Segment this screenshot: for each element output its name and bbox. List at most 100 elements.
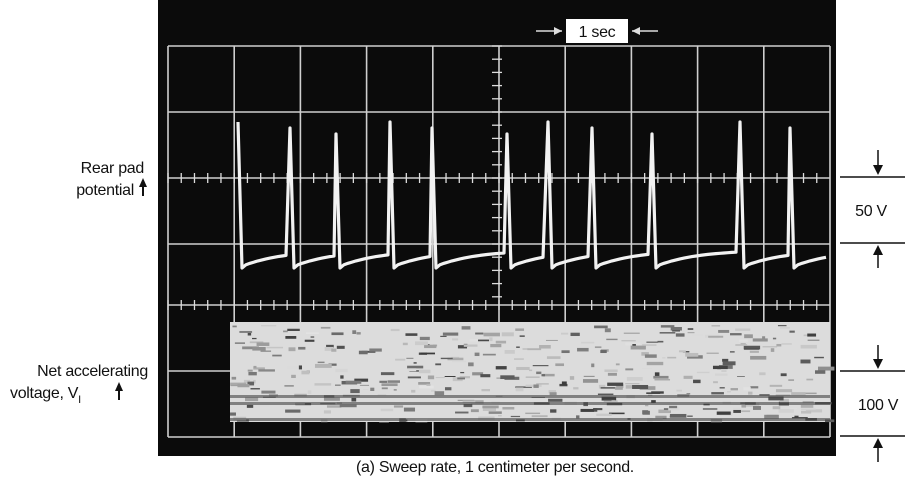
band-noise	[533, 384, 539, 388]
band-noise	[732, 407, 741, 411]
band-noise	[604, 328, 611, 333]
band-noise	[257, 403, 270, 407]
band-noise	[379, 380, 388, 383]
band-noise	[304, 339, 315, 342]
band-noise	[377, 394, 387, 396]
band-noise	[285, 409, 301, 413]
band-noise	[654, 378, 671, 381]
scale-bracket	[840, 150, 905, 462]
band-noise	[472, 339, 489, 342]
band-noise	[515, 386, 532, 389]
band-noise	[395, 358, 406, 361]
band-noise	[285, 336, 297, 339]
band-noise	[814, 370, 826, 374]
band-noise	[818, 366, 835, 371]
band-noise	[741, 405, 747, 408]
band-noise	[770, 348, 775, 352]
band-noise	[600, 387, 617, 389]
band-noise	[237, 384, 250, 388]
band-noise	[457, 399, 475, 402]
band-noise	[653, 375, 669, 379]
band-noise	[750, 386, 759, 389]
band-noise	[239, 330, 253, 333]
band-noise	[246, 404, 254, 408]
band-noise	[806, 378, 814, 381]
band-noise	[646, 341, 659, 343]
band-noise	[440, 335, 447, 337]
band-noise	[716, 411, 731, 415]
band-noise	[314, 383, 332, 386]
band-noise	[515, 328, 525, 331]
band-noise	[472, 372, 484, 376]
band-noise	[407, 376, 421, 379]
band-noise	[657, 340, 664, 343]
band-noise	[625, 383, 640, 385]
band-noise	[457, 345, 468, 349]
band-noise	[250, 377, 254, 382]
band-noise	[462, 400, 476, 404]
band-noise	[591, 363, 595, 368]
band-noise	[669, 413, 687, 418]
band-noise	[548, 390, 557, 394]
band-noise	[496, 377, 501, 379]
band-noise	[711, 325, 721, 327]
band-noise	[393, 389, 397, 391]
band-noise	[611, 400, 618, 403]
band-noise	[744, 334, 753, 339]
band-noise	[245, 397, 259, 402]
band-noise	[800, 359, 811, 364]
band-noise	[800, 344, 817, 349]
band-noise	[256, 342, 270, 346]
band-noise	[420, 352, 436, 355]
band-noise	[495, 366, 507, 370]
band-noise	[481, 389, 491, 392]
band-noise	[230, 412, 236, 416]
band-noise	[258, 369, 275, 372]
band-noise	[597, 393, 614, 396]
band-noise	[573, 387, 579, 390]
band-noise	[407, 365, 424, 369]
caption: (a) Sweep rate, 1 centimeter per second.	[356, 459, 634, 476]
band-noise	[580, 408, 595, 412]
band-noise	[234, 342, 246, 344]
band-noise	[314, 363, 332, 368]
band-noise	[474, 352, 480, 357]
band-noise	[340, 375, 344, 379]
band-noise	[447, 357, 464, 361]
band-noise	[434, 391, 445, 396]
band-noise	[407, 368, 417, 372]
band-noise	[561, 381, 567, 386]
band-noise	[685, 352, 699, 357]
band-noise	[529, 369, 533, 372]
band-noise	[807, 339, 820, 341]
band-noise	[427, 375, 435, 380]
band-noise	[345, 380, 362, 384]
band-noise	[576, 415, 580, 419]
band-noise	[583, 375, 595, 377]
band-noise	[693, 379, 701, 384]
band-noise	[548, 398, 563, 402]
band-noise	[362, 388, 369, 390]
band-noise	[516, 346, 520, 348]
band-noise	[405, 333, 418, 336]
marker-arrowhead	[554, 27, 562, 35]
band-noise	[243, 379, 256, 384]
band-noise	[675, 333, 685, 337]
band-noise	[380, 408, 394, 412]
band-noise	[231, 376, 237, 380]
band-noise	[730, 388, 738, 391]
band-noise	[413, 362, 417, 364]
band-noise	[644, 354, 657, 358]
band-noise	[744, 348, 760, 350]
band-noise	[411, 389, 416, 393]
band-noise	[232, 325, 237, 328]
band-noise	[560, 332, 569, 335]
band-noise	[625, 368, 634, 371]
band-noise	[632, 384, 649, 389]
band-noise	[288, 347, 296, 352]
band-noise	[510, 415, 521, 418]
band-noise	[614, 386, 623, 390]
band-noise	[730, 333, 742, 336]
band-noise	[662, 357, 666, 359]
band-noise	[646, 361, 664, 366]
